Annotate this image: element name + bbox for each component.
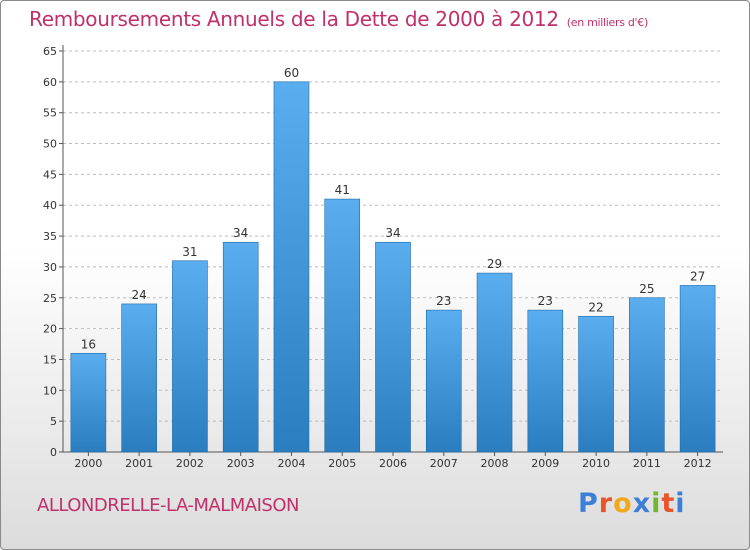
y-tick-label: 25 [43,292,57,305]
y-tick-label: 40 [43,199,57,212]
bar-2007 [425,309,462,453]
brand-letter: i [651,488,662,519]
bar-2010 [578,315,614,453]
data-label: 27 [690,269,705,283]
y-tick-label: 0 [50,446,57,459]
x-tick-label: 2010 [582,457,610,470]
data-label: 34 [233,226,248,240]
y-tick-label: 20 [43,323,57,336]
x-tick-label: 2007 [430,457,458,470]
x-tick-label: 2002 [176,457,204,470]
data-label: 31 [182,245,197,259]
data-label: 24 [132,288,147,302]
bar-2006 [375,241,411,453]
chart-title: Remboursements Annuels de la Dette de 20… [29,7,648,31]
bar-2004 [273,81,310,453]
data-label: 25 [639,282,654,296]
bar-2009 [527,309,564,453]
y-tick-label: 15 [43,353,57,366]
y-tick-label: 10 [43,384,57,397]
brand-logo: Proxiti [578,488,686,519]
brand-letter: t [661,488,676,519]
data-label: 22 [588,300,603,314]
x-tick-label: 2011 [633,457,661,470]
brand-letter: P [578,488,599,519]
bar-2005 [324,198,361,453]
chart-subtitle: (en milliers d'€) [566,16,648,29]
x-tick-label: 2005 [328,457,356,470]
bar-2003 [222,241,259,453]
bar-2008 [476,272,513,453]
x-tick-label: 2006 [379,457,407,470]
y-tick-label: 65 [43,45,57,58]
bars [70,81,716,453]
x-tick-label: 2012 [684,457,712,470]
x-tick-label: 2008 [481,457,509,470]
bar-2002 [172,260,208,453]
commune-name: ALLONDRELLE-LA-MALMAISON [37,495,299,516]
y-tick-label: 35 [43,230,57,243]
y-tick-label: 30 [43,261,57,274]
brand-letter: x [632,488,652,519]
x-tick-label: 2004 [277,457,305,470]
data-label: 23 [436,294,451,308]
brand-letter: r [598,488,614,519]
x-tick-label: 2009 [531,457,559,470]
y-tick-label: 50 [43,138,57,151]
data-label: 34 [385,226,400,240]
x-tick-label: 2001 [125,457,153,470]
y-tick-label: 60 [43,76,57,89]
data-label: 29 [487,257,502,271]
bar-2011 [629,297,665,453]
data-label: 41 [335,183,350,197]
x-tick-label: 2000 [74,457,102,470]
y-tick-label: 45 [43,168,57,181]
bar-2000 [70,352,107,453]
bar-2012 [679,285,716,453]
y-tick-label: 55 [43,107,57,120]
chart-title-text: Remboursements Annuels de la Dette de 20… [29,7,559,31]
brand-letter: o [613,488,633,519]
x-tick-label: 2003 [227,457,255,470]
y-tick-label: 5 [50,415,57,428]
data-label: 60 [284,66,299,80]
brand-letter: i [675,488,686,519]
data-label: 23 [538,294,553,308]
data-label: 16 [81,337,96,351]
bar-2001 [121,303,157,453]
data-labels: 16 24 31 34 60 41 34 23 29 23 22 25 27 [81,66,706,351]
